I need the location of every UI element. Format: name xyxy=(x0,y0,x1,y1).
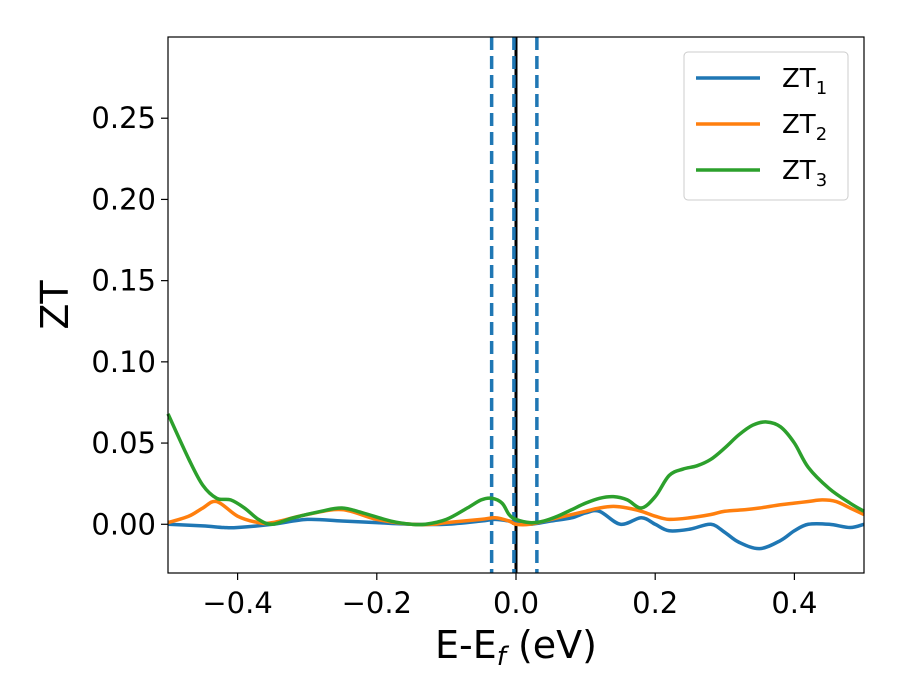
x-axis-label: E-Ef (eV) xyxy=(435,623,597,672)
vertical-reference-lines xyxy=(489,37,539,573)
x-tick-label: 0.4 xyxy=(771,586,817,620)
y-tick-label: 0.15 xyxy=(91,264,156,298)
series-line-3 xyxy=(166,413,865,527)
x-axis: −0.4 −0.2 0.0 0.2 0.4 xyxy=(202,573,817,620)
x-tick-label: 0.0 xyxy=(493,586,539,620)
x-tick-label: −0.4 xyxy=(202,586,272,620)
y-tick-label: 0.20 xyxy=(91,182,156,216)
y-tick-label: 0.05 xyxy=(91,426,156,460)
y-tick-label: 0.00 xyxy=(91,507,156,541)
x-axis-label-suffix: (eV) xyxy=(506,623,597,667)
y-axis-label: ZT xyxy=(33,280,77,330)
y-tick-label: 0.25 xyxy=(91,101,156,135)
legend: ZT1 ZT2 ZT3 xyxy=(683,51,849,201)
x-tick-label: −0.2 xyxy=(342,586,412,620)
series-layer xyxy=(166,413,865,551)
y-tick-label: 0.10 xyxy=(91,345,156,379)
legend-box xyxy=(683,51,849,201)
y-axis: 0.00 0.05 0.10 0.15 0.20 0.25 xyxy=(91,101,168,541)
legend-label-3: ZT3 xyxy=(782,156,827,191)
x-tick-label: 0.2 xyxy=(632,586,678,620)
x-axis-label-main: E-E xyxy=(435,623,497,667)
series-line-1 xyxy=(167,508,865,551)
legend-label-2: ZT2 xyxy=(782,110,827,145)
legend-label-1: ZT1 xyxy=(782,64,827,99)
